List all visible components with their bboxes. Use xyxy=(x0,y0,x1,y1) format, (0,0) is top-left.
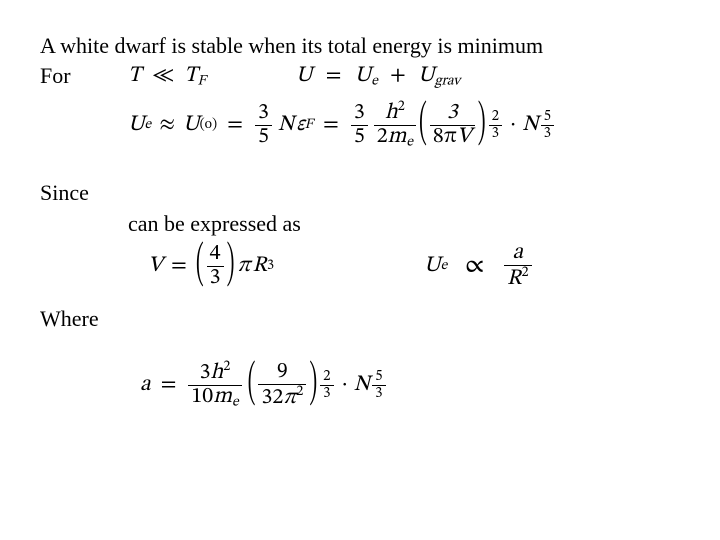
op-eq-a2: = xyxy=(161,371,177,399)
exp-3: 3 xyxy=(267,257,274,275)
var-N: N xyxy=(278,111,294,139)
sentence-stability: A white dwarf is stable when its total e… xyxy=(40,32,680,60)
var-V: V xyxy=(148,252,163,280)
rparen3: ) xyxy=(309,355,317,417)
op-propto: ∝ xyxy=(465,250,484,283)
eq-Ue-prop: Ue ∝ a R2 xyxy=(424,242,534,291)
var-pi: π xyxy=(237,252,250,280)
op-eq-V: = xyxy=(171,252,187,280)
exp-2-3-b: 2 3 xyxy=(320,369,333,401)
var-R: R xyxy=(252,252,267,280)
row-for: For T ≪ TF U = Ue + Ugrav xyxy=(40,62,680,91)
lparen2: ( xyxy=(196,235,204,297)
sub-e2: e xyxy=(145,116,152,134)
frac-9-32pi2: 9 32π2 xyxy=(258,361,306,410)
label-for: For xyxy=(40,62,128,90)
label-where: Where xyxy=(40,305,680,333)
eq-Ue-expansion: Ue ≈ U(o) = 3 5 N εF = 3 5 h2 2me ( 3 8π… xyxy=(128,100,680,151)
sub-0: (o) xyxy=(200,116,218,134)
exp-5-3-a: 5 3 xyxy=(541,109,554,141)
var-Ue2: U xyxy=(128,111,145,139)
op-eq-b: = xyxy=(323,111,339,139)
rparen2: ) xyxy=(227,235,235,297)
var-T2: T xyxy=(184,65,197,87)
var-T: T xyxy=(128,65,141,87)
slide-page: A white dwarf is stable when its total e… xyxy=(0,0,720,540)
var-eps: ε xyxy=(296,111,304,139)
op-plus: + xyxy=(390,65,406,87)
var-Ue: U xyxy=(355,65,372,87)
frac-a-R2: a R2 xyxy=(504,242,532,291)
var-a: a xyxy=(140,371,151,399)
lparen3: ( xyxy=(248,355,256,417)
var-Ue3: U xyxy=(424,252,441,280)
eq-V: V = ( 4 3 ) π R3 xyxy=(148,243,274,290)
var-Ugrav: U xyxy=(418,65,435,87)
sub-F2: F xyxy=(305,116,313,134)
frac-h2-2me: h2 2me xyxy=(374,100,416,151)
sub-e3: e xyxy=(441,257,448,275)
label-can-be-expressed: can be expressed as xyxy=(128,210,680,238)
var-U: U xyxy=(296,65,313,87)
op-approx: ≈ xyxy=(159,111,175,139)
op-much-less: ≪ xyxy=(152,65,173,87)
op-eq-a: = xyxy=(227,111,243,139)
frac-3h2-10me: 3h2 10me xyxy=(188,360,241,411)
frac-4-3: 4 3 xyxy=(207,243,224,290)
row-V-and-Ue-prop: V = ( 4 3 ) π R3 Ue ∝ a R2 xyxy=(40,242,680,291)
eq-a: a = 3h2 10me ( 9 32π2 ) 2 3 · N 5 3 xyxy=(140,360,680,411)
exp-2-3-a: 2 3 xyxy=(489,109,502,141)
sub-e1: e xyxy=(371,74,378,88)
rparen1: ) xyxy=(478,95,486,157)
label-since: Since xyxy=(40,179,680,207)
frac-3-5-b: 3 5 xyxy=(351,102,368,149)
op-dot2: · xyxy=(342,371,348,399)
op-dot: · xyxy=(510,111,516,139)
eq-temperature-condition: T ≪ TF xyxy=(128,62,206,91)
sub-grav: grav xyxy=(435,74,461,88)
frac-3-8piV: 3 8πV xyxy=(430,102,475,149)
var-N2: N xyxy=(522,111,538,139)
exp-5-3-b: 5 3 xyxy=(372,369,385,401)
var-U0: U xyxy=(183,111,200,139)
eq-U-total: U = Ue + Ugrav xyxy=(296,62,460,91)
frac-3-5-a: 3 5 xyxy=(255,102,272,149)
lparen1: ( xyxy=(419,95,427,157)
sub-F: F xyxy=(197,74,205,88)
var-N3: N xyxy=(354,371,370,399)
op-eq1: = xyxy=(326,65,342,87)
